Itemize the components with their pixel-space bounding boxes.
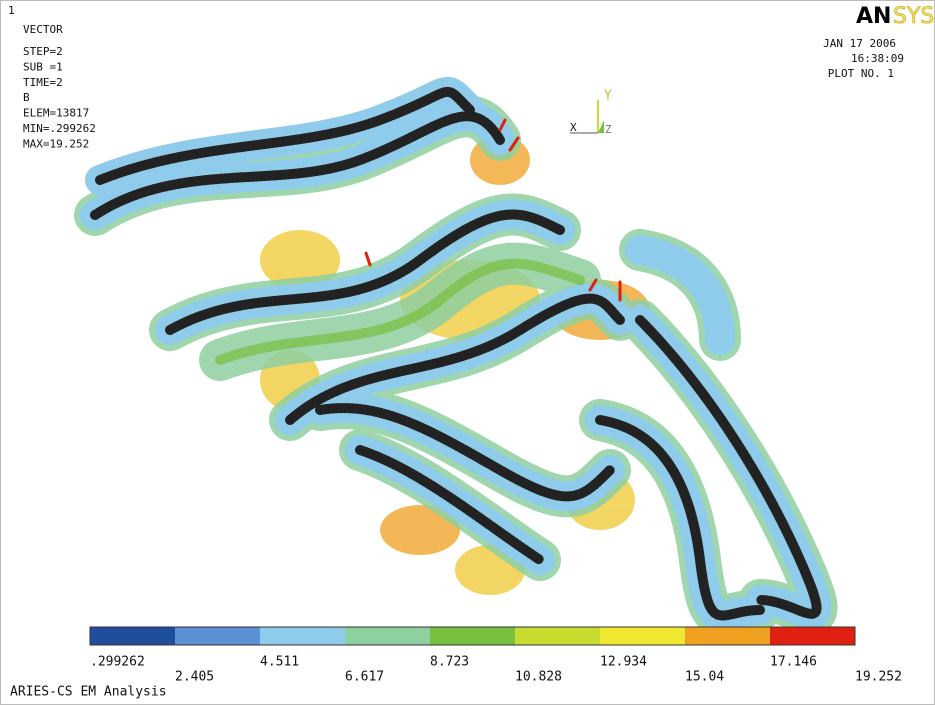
legend-border: [89, 626, 856, 646]
legend-label: 10.828: [515, 670, 562, 685]
stamp-time: 16:38:09: [851, 52, 904, 65]
legend-label: 15.04: [685, 670, 724, 685]
triad-y: Y: [604, 89, 612, 104]
footer: ARIES-CS EM Analysis: [10, 685, 167, 700]
legend-swatch: [685, 627, 770, 645]
info-line: TIME=2: [23, 76, 63, 89]
info-line: SUB =1: [23, 60, 63, 73]
info-line: MIN=.299262: [23, 122, 96, 135]
info-line: ELEM=13817: [23, 107, 89, 120]
axis-triad: [570, 100, 604, 134]
coil-geometry: [95, 92, 817, 616]
color-legend: .299262 2.405 4.511 6.617 8.723 10.828 12.934 1…: [89, 626, 902, 685]
corner-label: 1: [8, 4, 15, 17]
legend-swatch: [175, 627, 260, 645]
legend-swatch: [90, 627, 175, 645]
legend-label: .299262: [90, 655, 145, 670]
legend-label: 4.511: [260, 655, 299, 670]
triad-z: Z: [605, 123, 612, 136]
info-line: MAX=19.252: [23, 137, 89, 150]
legend-swatch: [600, 627, 685, 645]
legend-label: 12.934: [600, 655, 647, 670]
legend-swatch: [345, 627, 430, 645]
info-line: STEP=2: [23, 45, 63, 58]
info-title: VECTOR: [23, 23, 63, 36]
logo-light: SYS: [893, 4, 934, 29]
legend-swatch: [260, 627, 345, 645]
info-line: B: [23, 91, 30, 104]
legend-label: 8.723: [430, 655, 469, 670]
stamp-date: JAN 17 2006: [823, 37, 896, 50]
logo-bold: AN: [856, 4, 891, 29]
legend-label: 2.405: [175, 670, 214, 685]
legend-swatch: [770, 627, 855, 645]
triad-x: X: [570, 121, 577, 134]
info-block: STEP=2 SUB =1 TIME=2 B ELEM=13817 MIN=.299262…: [23, 45, 96, 150]
legend-label: 17.146: [770, 655, 817, 670]
legend-swatch: [515, 627, 600, 645]
legend-swatch: [430, 627, 515, 645]
legend-label: 6.617: [345, 670, 384, 685]
legend-label: 19.252: [855, 670, 902, 685]
stamp-plot-no: PLOT NO. 1: [828, 67, 894, 80]
